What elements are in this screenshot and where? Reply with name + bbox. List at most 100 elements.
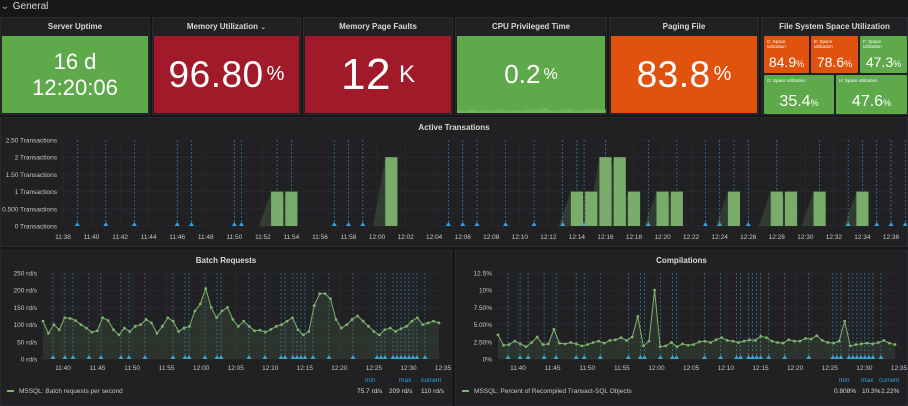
data-point [285, 319, 289, 323]
annotation-marker [278, 355, 284, 359]
x-tick-label: 12:22 [683, 234, 700, 241]
annotation-marker [745, 222, 751, 226]
series-name[interactable]: MSSQL: Percent of Recompiled Transact-SQ… [474, 388, 632, 395]
faults-unit: K [398, 60, 415, 88]
data-point [383, 328, 387, 332]
data-point [669, 341, 673, 344]
annotation-marker [862, 355, 868, 359]
data-point [405, 324, 408, 328]
data-point [421, 323, 425, 326]
annotation-marker [214, 355, 220, 359]
annotation-marker [460, 222, 466, 226]
panel-title[interactable]: Server Uptime [47, 22, 103, 31]
data-point [253, 329, 256, 333]
batch-requests-chart[interactable]: 0 rd/s 50 rd/s 100 rd/s 150 rd/s 200 rd/s 250… [1, 267, 452, 391]
data-point [776, 341, 779, 344]
data-point [737, 341, 740, 344]
annotation-marker [657, 355, 663, 359]
x-tick-label: 12:32 [826, 234, 843, 241]
legend-current-header[interactable]: current [879, 377, 900, 384]
annotation-marker [888, 222, 894, 226]
panel-cpu-privileged-time[interactable]: CPU Privileged Time 0.2% [455, 17, 607, 115]
panel-batch-requests[interactable]: Batch Requests 0 rd/s 50 rd/s 100 rd/s 150 … [0, 250, 452, 406]
data-point [770, 339, 774, 343]
series-swatch [462, 390, 469, 393]
x-tick-label: 11:38 [55, 234, 71, 241]
annotation-marker [378, 355, 384, 359]
data-point [52, 323, 56, 326]
chevron-down-icon[interactable]: ⌄ [260, 24, 267, 31]
annotation-marker [541, 355, 547, 359]
panel-file-system-space[interactable]: File System Space Utilization C: Space u… [761, 17, 908, 115]
annotation-marker [669, 355, 675, 359]
panel-compilations[interactable]: Compilations 0% 2.50% 5.00% 7.50% 10% 12.5% 11… [455, 250, 908, 406]
row-title[interactable]: General [12, 1, 49, 12]
panel-title[interactable]: Active Transations [418, 123, 490, 132]
x-tick-label: 11:54 [284, 234, 300, 241]
cpu-number: 0.2 [504, 59, 541, 89]
panel-title[interactable]: Memory Page Faults [339, 22, 417, 31]
legend-max-header[interactable]: max [861, 377, 874, 384]
series-name[interactable]: MSSQL: Batch requests per second [19, 388, 123, 395]
x-tick-label: 12:30 [797, 234, 814, 241]
annotation-marker [360, 222, 366, 226]
panel-title[interactable]: CPU Privileged Time [491, 22, 571, 31]
x-tick-label: 11:58 [341, 234, 357, 241]
annotation-marker [517, 355, 523, 359]
data-point [826, 341, 830, 344]
chevron-down-icon[interactable]: ⌄ [0, 1, 10, 12]
legend-current-header[interactable]: current [421, 377, 442, 384]
data-point [625, 339, 629, 342]
legend-min-header[interactable]: min [365, 377, 376, 384]
data-point [876, 341, 880, 344]
panel-title[interactable]: Compilations [656, 256, 707, 265]
x-tick-label: 12:06 [455, 234, 472, 241]
x-tick-label: 12:25 [822, 365, 839, 372]
annotation-marker [202, 355, 208, 359]
faults-number: 12 [341, 49, 391, 99]
data-point [139, 323, 143, 326]
data-point [47, 331, 50, 335]
legend-min-header[interactable]: min [839, 377, 850, 384]
fs-tile-number: 84.9 [768, 54, 797, 70]
x-tick-label: 12:36 [883, 234, 900, 241]
data-point [524, 345, 528, 349]
panel-title[interactable]: Memory Utilization ⌄ [153, 18, 300, 36]
panel-title-text[interactable]: Memory Utilization [186, 22, 258, 31]
bar [813, 191, 826, 226]
annotation-marker [406, 355, 412, 359]
panel-paging-file[interactable]: Paging File 83.8% [609, 17, 759, 115]
legend-item[interactable]: MSSQL: Percent of Recompiled Transact-SQ… [462, 388, 632, 395]
data-point [307, 330, 311, 333]
panel-memory-page-faults[interactable]: Memory Page Faults 12 K [303, 17, 453, 115]
panel-server-uptime[interactable]: Server Uptime 16 d 12:20:06 [0, 17, 150, 115]
row-header-general[interactable]: ⌄ General [0, 0, 908, 16]
legend-max-header[interactable]: max [399, 377, 412, 384]
x-tick-label: 11:44 [141, 234, 157, 241]
annotation-marker [70, 355, 76, 359]
data-point [388, 326, 392, 330]
panel-title[interactable]: Paging File [662, 22, 706, 31]
panel-active-transactions[interactable]: Active Transations 0 Transactions 0.500 T… [0, 117, 908, 247]
data-point [106, 319, 110, 322]
data-point [804, 336, 807, 340]
y-tick-label: 0% [483, 357, 493, 364]
annotation-marker [625, 355, 631, 359]
data-point [301, 333, 305, 337]
y-tick-label: 5.00% [474, 322, 493, 329]
annotation-marker [702, 222, 708, 226]
fs-tile-f: F: Space utilization 47.3% [860, 36, 907, 73]
panel-memory-utilization[interactable]: Memory Utilization ⌄ 96.80% [152, 17, 301, 115]
data-point [63, 316, 67, 320]
panel-title[interactable]: Batch Requests [195, 256, 257, 265]
compilations-chart[interactable]: 0% 2.50% 5.00% 7.50% 10% 12.5% 11:40 11:45 11:50… [456, 267, 907, 391]
data-point [619, 336, 623, 340]
panel-title[interactable]: File System Space Utilization [779, 22, 890, 31]
annotation-marker [118, 355, 124, 359]
annotation-marker [738, 355, 744, 359]
legend-item[interactable]: MSSQL: Batch requests per second [7, 388, 123, 395]
data-point [630, 335, 634, 339]
x-tick-label: 11:40 [84, 234, 100, 241]
active-transactions-chart[interactable]: 0 Transactions 0.500 Transactions 1 Transa… [1, 118, 907, 246]
x-tick-label: 12:14 [569, 234, 586, 241]
